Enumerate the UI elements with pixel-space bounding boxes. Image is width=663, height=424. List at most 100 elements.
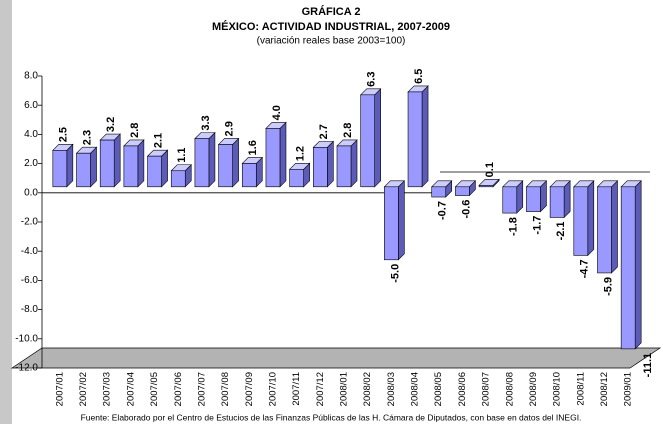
bar <box>99 139 115 188</box>
bar-side <box>208 131 216 188</box>
x-tick-label: 2007/01 <box>54 372 65 406</box>
data-label: 6.3 <box>366 72 378 87</box>
chart-title: GRÁFICA 2 <box>302 5 361 18</box>
bar-side <box>350 139 358 188</box>
data-label: -5.0 <box>389 264 401 283</box>
y-tick-label: 2.0 <box>24 158 38 169</box>
bar <box>52 150 68 188</box>
x-tick-label: 2008/10 <box>552 372 563 406</box>
bar <box>76 152 91 188</box>
bar <box>478 185 494 188</box>
data-label: -2.1 <box>555 221 567 240</box>
bar <box>407 91 423 188</box>
data-label: -5.9 <box>602 277 614 296</box>
x-tick-label: 2007/06 <box>173 372 184 406</box>
x-tick-label: 2008/12 <box>599 372 610 406</box>
chart-subtitle: MÉXICO: ACTIVIDAD INDUSTRIAL, 2007-2009 <box>212 20 450 33</box>
bar-side <box>398 180 405 261</box>
y-tick-label: -6.0 <box>21 275 39 286</box>
bar <box>620 186 636 350</box>
x-tick-label: 2008/04 <box>410 372 421 406</box>
x-tick-label: 2008/03 <box>386 372 397 406</box>
y-tick-label: -4.0 <box>21 246 39 257</box>
x-tick-label: 2008/08 <box>504 372 515 406</box>
data-label: 2.8 <box>342 123 354 138</box>
chart-note: (variación reales base 2003=100) <box>257 36 406 47</box>
bar <box>170 170 186 188</box>
x-tick-label: 2007/02 <box>78 372 89 406</box>
bar <box>265 128 281 188</box>
bar <box>431 186 447 198</box>
y-tick-label: 6.0 <box>24 100 38 111</box>
data-label: 2.3 <box>81 130 93 145</box>
x-tick-label: 2008/01 <box>339 372 350 406</box>
data-label: 3.3 <box>200 115 212 130</box>
x-tick-label: 2009/01 <box>623 372 634 406</box>
bar-side <box>634 180 642 350</box>
bar-side <box>66 143 74 188</box>
bar-side <box>421 85 429 188</box>
data-label: -4.7 <box>579 259 591 278</box>
x-tick-label: 2007/03 <box>102 372 113 406</box>
bar-side <box>587 180 595 257</box>
data-label: -11.1 <box>642 353 654 377</box>
side-strip <box>0 0 12 424</box>
bar-side <box>374 88 381 188</box>
y-tick-label: -12.0 <box>15 363 38 374</box>
bar-side <box>113 133 121 188</box>
bar-side <box>279 121 287 188</box>
x-tick-label: 2007/05 <box>149 372 160 406</box>
data-label: 2.9 <box>224 121 236 136</box>
floor <box>10 347 662 369</box>
bar-side <box>327 140 334 188</box>
bar-side <box>611 180 618 274</box>
y-tick-label: 4.0 <box>24 129 38 140</box>
bar <box>313 147 328 188</box>
data-label: 4.0 <box>271 105 283 120</box>
x-tick-label: 2008/09 <box>528 372 539 406</box>
y-tick-label: -8.0 <box>21 304 39 315</box>
bar <box>573 186 589 256</box>
bar <box>289 168 304 188</box>
data-label: 1.2 <box>295 146 307 161</box>
data-label: 2.7 <box>318 124 330 139</box>
data-label: 2.5 <box>58 127 70 142</box>
data-label: 0.1 <box>484 162 496 177</box>
data-label: -0.7 <box>437 201 449 220</box>
source: Fuente: Elaborado por el Centro de Estuc… <box>81 412 582 422</box>
bar <box>147 155 162 188</box>
x-tick-label: 2008/02 <box>362 372 373 406</box>
data-label: 1.6 <box>247 140 259 155</box>
x-tick-label: 2008/11 <box>575 372 586 406</box>
y-tick-label: -10.0 <box>15 333 38 344</box>
bar <box>336 145 352 188</box>
data-label: 3.2 <box>105 117 117 132</box>
x-tick-label: 2008/07 <box>481 372 492 406</box>
bar <box>384 186 399 261</box>
data-label: 2.1 <box>152 133 164 148</box>
data-label: -1.7 <box>531 216 543 235</box>
bar <box>241 163 257 188</box>
bar-side <box>137 139 145 188</box>
y-tick-label: -2.0 <box>21 217 39 228</box>
x-tick-label: 2007/11 <box>291 372 302 406</box>
x-tick-label: 2007/10 <box>267 372 278 406</box>
bar <box>218 144 233 188</box>
bar <box>194 138 210 188</box>
x-tick-label: 2007/07 <box>196 372 207 406</box>
bar-side <box>90 146 97 188</box>
x-tick-label: 2007/08 <box>220 372 231 406</box>
data-label: 6.5 <box>413 69 425 84</box>
bar <box>549 186 565 218</box>
y-tick-label: 8.0 <box>24 71 38 82</box>
data-label: 1.1 <box>176 147 188 162</box>
data-label: -0.6 <box>460 200 472 219</box>
bar <box>360 94 375 188</box>
y-tick-label: 0.0 <box>24 187 38 198</box>
bar <box>502 186 518 214</box>
data-label: 2.8 <box>129 123 141 138</box>
bar-top <box>478 179 500 186</box>
data-label: -1.8 <box>508 217 520 236</box>
bar-side <box>232 137 239 188</box>
